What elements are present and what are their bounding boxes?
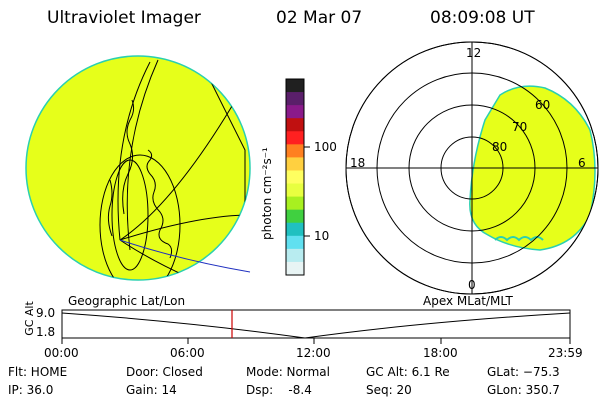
time-label: 08:09:08 UT xyxy=(430,8,535,28)
mlat-label-70: 70 xyxy=(512,120,528,134)
colorbar xyxy=(285,78,305,276)
colorbar-segment xyxy=(286,248,304,263)
geographic-image xyxy=(25,55,251,281)
status-gain: Gain: 14 xyxy=(126,383,177,397)
colorbar-segment xyxy=(286,92,304,106)
status-glon: GLon: 350.7 xyxy=(487,383,560,397)
colorbar-segment xyxy=(286,261,304,276)
colorbar-tick-100: 100 xyxy=(314,140,337,154)
geographic-label: Geographic Lat/Lon xyxy=(68,294,186,308)
timeline-tick: 00:00 xyxy=(44,346,79,360)
colorbar-segment xyxy=(286,235,304,250)
timeline-y-bottom: 1.8 xyxy=(36,325,56,339)
colorbar-segment xyxy=(286,79,304,93)
colorbar-segment xyxy=(286,144,304,158)
mlt-label-12: 12 xyxy=(466,46,482,60)
status-dsp: Dsp: -8.4 xyxy=(246,383,312,397)
timeline-tick: 06:00 xyxy=(170,346,205,360)
timeline-tick: 12:00 xyxy=(296,346,331,360)
date-label: 02 Mar 07 xyxy=(276,8,363,28)
colorbar-segment xyxy=(286,196,304,211)
status-ip: IP: 36.0 xyxy=(8,383,54,397)
colorbar-segment xyxy=(286,105,304,119)
status-door: Door: Closed xyxy=(126,365,203,379)
colorbar-tick-10: 10 xyxy=(314,229,330,243)
status-seq: Seq: 20 xyxy=(366,383,412,397)
timeline-tick: 18:00 xyxy=(423,346,458,360)
colorbar-segment xyxy=(286,118,304,132)
mlt-label-18: 18 xyxy=(350,156,366,170)
colorbar-unit-label: photon cm⁻²s⁻¹ xyxy=(260,147,274,240)
status-gc-alt: GC Alt: 6.1 Re xyxy=(366,365,450,379)
altitude-timeline xyxy=(61,309,571,344)
apex-label: Apex MLat/MLT xyxy=(423,294,513,308)
polar-plot xyxy=(345,41,599,295)
status-mode: Mode: Normal xyxy=(246,365,330,379)
mlat-label-60: 60 xyxy=(535,98,551,112)
timeline-axis-label: GC Alt xyxy=(22,301,36,336)
instrument-title: Ultraviolet Imager xyxy=(47,8,201,28)
colorbar-segment xyxy=(286,131,304,145)
mlat-label-80: 80 xyxy=(492,140,508,154)
timeline-y-top: 9.0 xyxy=(36,306,56,320)
colorbar-frame xyxy=(285,78,305,276)
colorbar-segment xyxy=(286,222,304,237)
colorbar-segment xyxy=(286,209,304,224)
colorbar-segment xyxy=(286,170,304,185)
colorbar-segment xyxy=(286,157,304,171)
colorbar-segment xyxy=(286,183,304,198)
mlt-label-0: 0 xyxy=(468,278,476,292)
timeline-tick: 23:59 xyxy=(548,346,583,360)
mlt-label-6: 6 xyxy=(578,156,586,170)
status-glat: GLat: −75.3 xyxy=(487,365,560,379)
status-flight: Flt: HOME xyxy=(8,365,68,379)
